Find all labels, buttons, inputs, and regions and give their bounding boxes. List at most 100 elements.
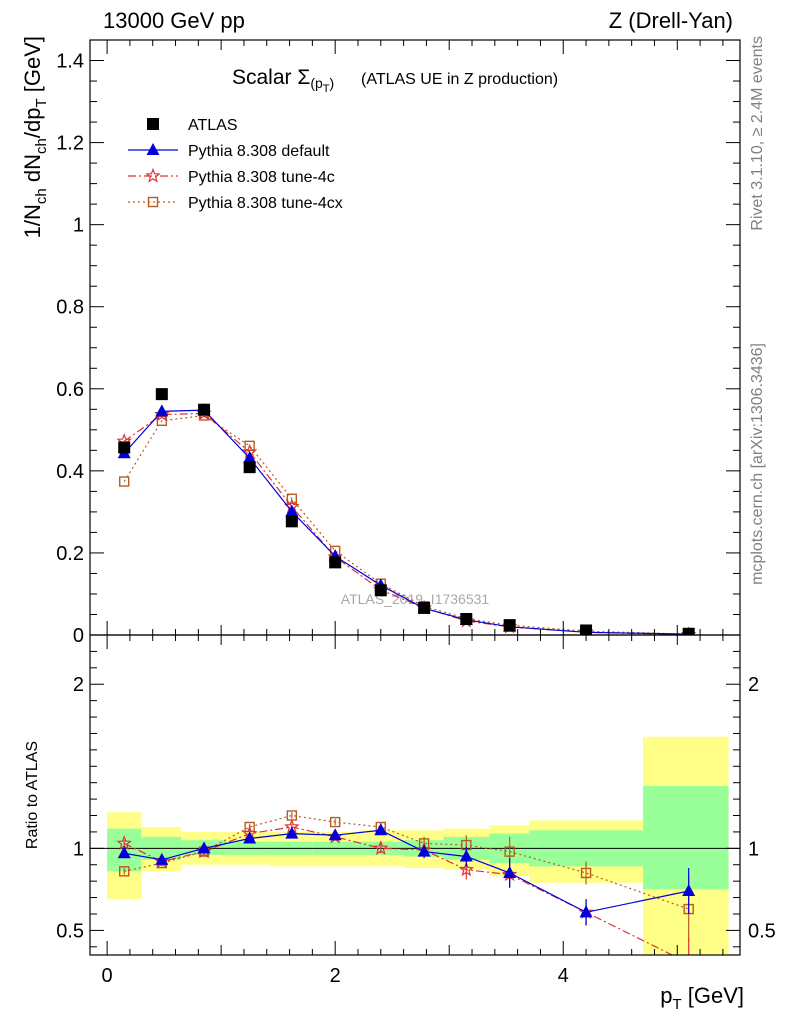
ratio-ytick-label-left: 0.5 <box>56 920 84 942</box>
ylabel-part-6: [GeV] <box>20 36 45 98</box>
stat-uncertainty-band-11 <box>643 785 729 890</box>
data-point <box>460 612 473 625</box>
main-ytick-label: 1 <box>73 215 84 237</box>
ratio-line <box>123 826 674 955</box>
ratio-point <box>285 826 299 839</box>
ratio-point <box>458 861 475 877</box>
rivet-note: Rivet 3.1.10, ≥ 2.4M events <box>749 36 766 231</box>
main-ytick-label: 0.2 <box>56 543 84 565</box>
xlabel-part-0: p <box>660 983 672 1008</box>
ratio-ytick-label-left: 1 <box>73 838 84 860</box>
ratio-point <box>329 816 341 828</box>
ratio-ytick-label-right: 2 <box>748 674 759 696</box>
ratio-line <box>124 829 689 913</box>
series-line <box>123 409 689 635</box>
data-point <box>119 476 130 487</box>
ratio-point <box>117 846 131 859</box>
data-point <box>118 441 131 454</box>
main-ylabel: 1/Nch dNch/dpT [GeV] <box>20 36 50 238</box>
title-main: Scalar Σ <box>232 66 310 89</box>
legend-marker <box>146 143 160 155</box>
xtick-label: 4 <box>558 965 569 987</box>
xtick-label: 0 <box>102 965 113 987</box>
ratio-point <box>459 849 473 862</box>
main-ytick-label: 0.4 <box>56 461 84 483</box>
ratio-point <box>373 840 389 855</box>
legend-label: ATLAS <box>188 117 238 134</box>
axes-layer: 0 0.2 0.4 0.6 0.8 1 1.2 1.4 0 2 4 0.5 0.5 1 1 2 2 <box>56 39 776 987</box>
legend-entry: ATLAS <box>147 117 238 134</box>
ratio-ytick-label-right: 0.5 <box>748 920 776 942</box>
ratio-uncertainty-bands <box>107 736 729 955</box>
ylabel-part-5: T <box>33 98 50 107</box>
legend-marker <box>147 196 159 208</box>
main-ytick-label: 1.4 <box>56 51 84 73</box>
ratio-point <box>119 866 130 877</box>
ratio-ylabel: Ratio to ATLAS <box>24 741 41 849</box>
ratio-point <box>579 905 593 918</box>
ratio-point <box>116 835 132 851</box>
title-subsub: T <box>323 83 330 95</box>
ratio-point <box>417 844 431 857</box>
ratio-point <box>197 841 211 854</box>
analysis-watermark: ATLAS_2019_I1736531 <box>341 591 490 607</box>
legend: ATLAS Pythia 8.308 default Pythia 8.308 tu… <box>128 117 343 212</box>
main-series-layer <box>116 388 697 635</box>
title-rest: (ATLAS UE in Z production) <box>361 71 558 88</box>
data-point <box>198 403 211 416</box>
data-point <box>503 619 516 632</box>
series-line <box>123 414 689 635</box>
ratio-series-layer <box>116 810 696 969</box>
ratio-frame <box>89 634 741 956</box>
xtick-label: 2 <box>330 965 341 987</box>
legend-label: Pythia 8.308 tune-4c <box>188 169 335 186</box>
data-point <box>374 584 387 597</box>
title-sub: (p <box>310 75 323 91</box>
ylabel-part-1: ch <box>33 188 50 204</box>
legend-entry: Pythia 8.308 default <box>128 143 330 160</box>
data-point <box>329 556 342 569</box>
legend-entry: Pythia 8.308 tune-4c <box>128 167 335 186</box>
ratio-ytick-label-left: 2 <box>73 674 84 696</box>
data-point <box>285 515 298 528</box>
ratio-point <box>682 884 696 896</box>
legend-entry: Pythia 8.308 tune-4cx <box>128 195 343 212</box>
data-point <box>418 601 431 614</box>
ratio-point <box>580 867 592 879</box>
ratio-point <box>155 852 169 865</box>
main-ytick-label: 0.8 <box>56 297 84 319</box>
energy-label: 13000 GeV pp <box>103 8 245 33</box>
ratio-point <box>243 831 257 844</box>
xlabel: pT [GeV] <box>660 983 744 1013</box>
data-point <box>243 461 256 474</box>
data-point <box>286 493 298 504</box>
ylabel-part-0: 1/N <box>20 204 45 238</box>
xlabel-part-1: T <box>672 996 681 1013</box>
ratio-ytick-label-right: 1 <box>748 838 759 860</box>
ratio-point <box>328 828 342 841</box>
data-point <box>155 404 169 417</box>
data-point <box>682 627 695 635</box>
main-ytick-label: 0.6 <box>56 379 84 401</box>
data-point <box>243 451 257 464</box>
data-point <box>285 504 299 517</box>
mcplots-note: mcplots.cern.ch [arXiv:1306.3436] <box>749 343 766 585</box>
ylabel-part-3: ch <box>33 138 50 154</box>
ylabel-part-4: /dp <box>20 108 45 139</box>
ratio-point <box>504 846 515 857</box>
ratio-point <box>683 957 695 969</box>
legend-label: Pythia 8.308 default <box>188 143 330 160</box>
legend-marker <box>145 167 161 183</box>
data-point <box>154 406 170 422</box>
svg-text:Scalar Σ(pT): Scalar Σ(pT) <box>232 66 334 95</box>
main-ytick-label: 1.2 <box>56 133 84 155</box>
xlabel-part-2: [GeV] <box>682 983 744 1008</box>
title-close: ) <box>330 75 335 91</box>
legend-label: Pythia 8.308 tune-4cx <box>188 195 343 212</box>
legend-marker <box>147 118 159 130</box>
ylabel-part-2: dN <box>20 154 45 188</box>
data-point <box>155 388 168 401</box>
ratio-series-pythia-8-308-default <box>117 823 696 926</box>
data-point <box>244 440 255 452</box>
